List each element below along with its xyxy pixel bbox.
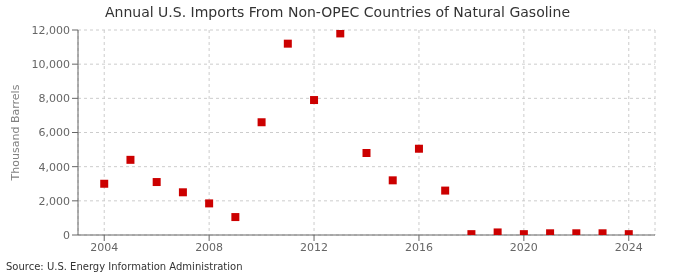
svg-text:8,000: 8,000: [39, 92, 71, 105]
html-text:Annual U.S. Imports From Non-O: Annual U.S. Imports From Non-OPEC Countr…: [105, 4, 570, 20]
svg-text:2008: 2008: [195, 241, 223, 254]
svg-text:10,000: 10,000: [32, 58, 71, 71]
svg-text:2,000: 2,000: [39, 195, 71, 208]
svg-text:Thousand Barrels: Thousand Barrels: [9, 84, 22, 181]
svg-text:6,000: 6,000: [39, 126, 71, 139]
svg-text:4,000: 4,000: [39, 161, 71, 174]
html-text:Source: U.S. Energy Informatio: Source: U.S. Energy Information Administ…: [6, 261, 243, 272]
svg-text:2016: 2016: [405, 241, 433, 254]
svg-text:2012: 2012: [300, 241, 328, 254]
svg-text:2024: 2024: [615, 241, 643, 254]
svg-text:2004: 2004: [90, 241, 118, 254]
svg-text:2020: 2020: [510, 241, 538, 254]
svg-text:12,000: 12,000: [32, 24, 71, 37]
svg-text:0: 0: [63, 229, 70, 242]
